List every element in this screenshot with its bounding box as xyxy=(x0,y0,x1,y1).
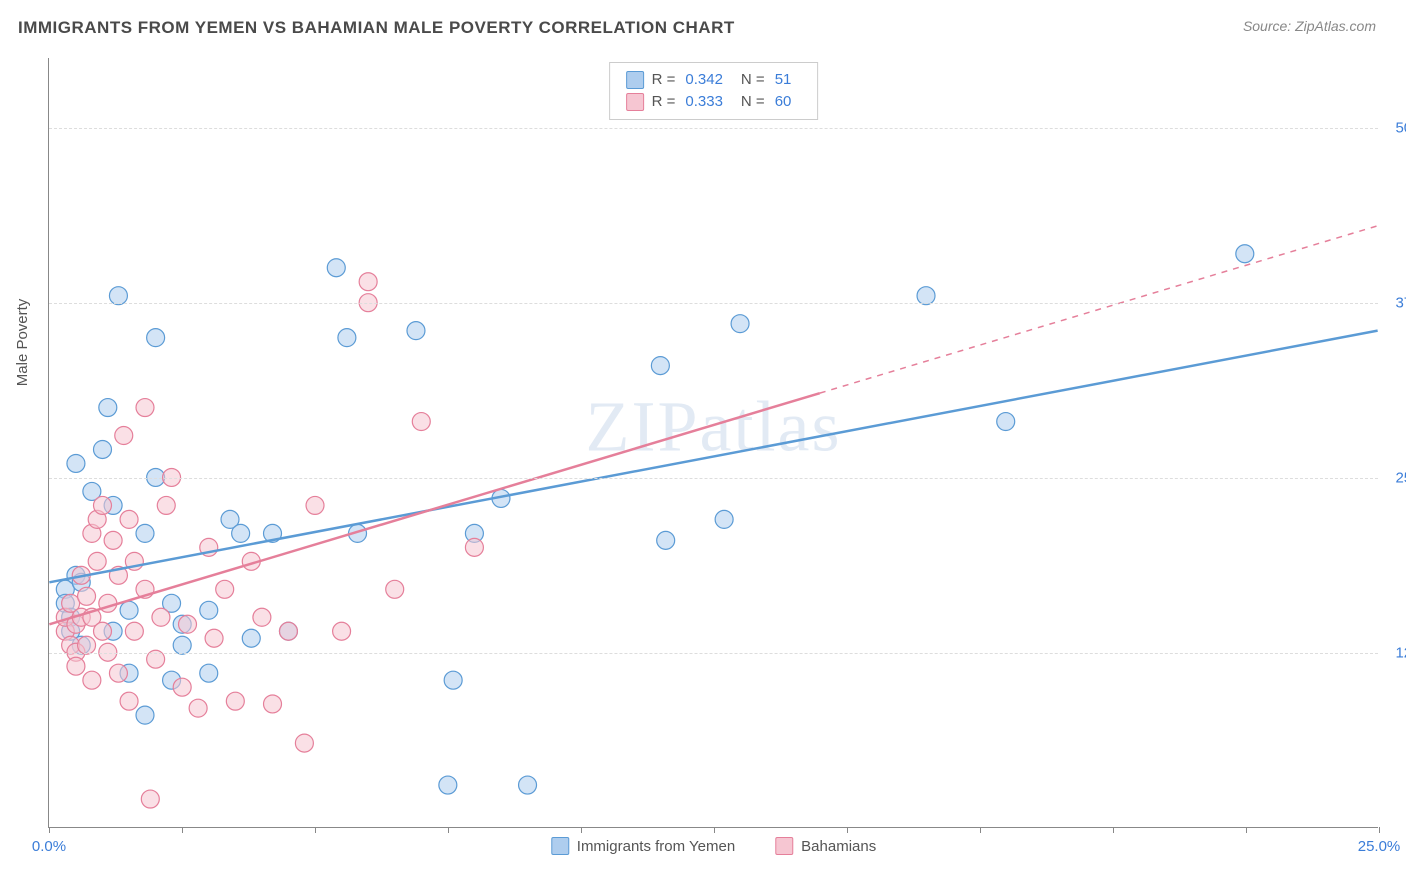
gridline xyxy=(49,128,1378,129)
n-label: N = xyxy=(741,91,765,113)
legend-label-series1: Immigrants from Yemen xyxy=(577,838,735,855)
x-tick xyxy=(714,827,715,833)
x-tick xyxy=(1246,827,1247,833)
legend-row-series1: R = 0.342 N = 51 xyxy=(626,69,802,91)
legend-item-series1: Immigrants from Yemen xyxy=(551,837,735,855)
legend-series-names: Immigrants from Yemen Bahamians xyxy=(551,837,876,855)
r-value-series2: 0.333 xyxy=(685,91,723,113)
y-tick-label: 37.5% xyxy=(1383,295,1406,312)
source-attribution: Source: ZipAtlas.com xyxy=(1243,18,1376,34)
r-value-series1: 0.342 xyxy=(685,69,723,91)
legend-correlation-box: R = 0.342 N = 51 R = 0.333 N = 60 xyxy=(609,62,819,120)
gridline xyxy=(49,303,1378,304)
x-tick-label: 0.0% xyxy=(32,838,66,855)
x-tick xyxy=(1113,827,1114,833)
x-tick xyxy=(847,827,848,833)
x-tick xyxy=(49,827,50,833)
y-tick-label: 12.5% xyxy=(1383,645,1406,662)
x-tick-label: 25.0% xyxy=(1358,838,1401,855)
legend-row-series2: R = 0.333 N = 60 xyxy=(626,91,802,113)
chart-title: IMMIGRANTS FROM YEMEN VS BAHAMIAN MALE P… xyxy=(18,18,735,38)
x-tick xyxy=(182,827,183,833)
y-tick-label: 50.0% xyxy=(1383,120,1406,137)
chart-plot-area: ZIPatlas R = 0.342 N = 51 R = 0.333 N = … xyxy=(48,58,1378,828)
r-label: R = xyxy=(652,69,676,91)
n-label: N = xyxy=(741,69,765,91)
legend-swatch-series2 xyxy=(626,93,644,111)
gridline xyxy=(49,478,1378,479)
legend-item-series2: Bahamians xyxy=(775,837,876,855)
n-value-series2: 60 xyxy=(775,91,792,113)
x-tick xyxy=(448,827,449,833)
legend-swatch-bottom2 xyxy=(775,837,793,855)
scatter-plot-svg xyxy=(49,58,1378,827)
n-value-series1: 51 xyxy=(775,69,792,91)
chart-header: IMMIGRANTS FROM YEMEN VS BAHAMIAN MALE P… xyxy=(0,0,1406,48)
legend-swatch-series1 xyxy=(626,71,644,89)
x-tick xyxy=(315,827,316,833)
r-label: R = xyxy=(652,91,676,113)
x-tick xyxy=(1379,827,1380,833)
x-tick xyxy=(581,827,582,833)
x-tick xyxy=(980,827,981,833)
legend-label-series2: Bahamians xyxy=(801,838,876,855)
y-axis-title: Male Poverty xyxy=(14,299,31,387)
gridline xyxy=(49,653,1378,654)
y-tick-label: 25.0% xyxy=(1383,470,1406,487)
legend-swatch-bottom1 xyxy=(551,837,569,855)
